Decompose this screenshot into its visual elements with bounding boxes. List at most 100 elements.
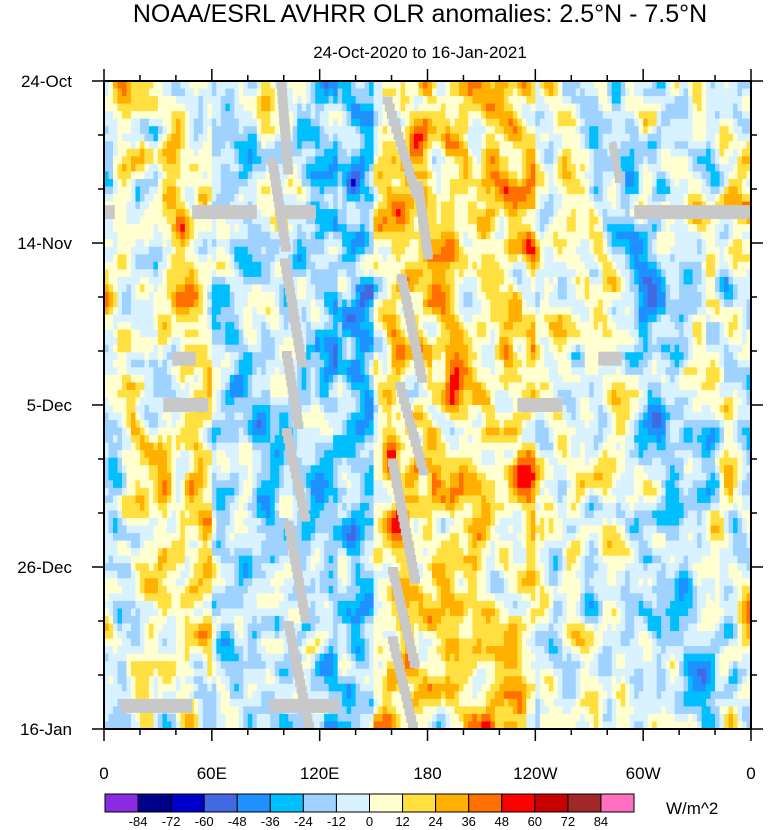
heatmap-cell — [580, 209, 586, 218]
heatmap-cell — [396, 88, 402, 97]
heatmap-cell — [202, 133, 208, 142]
heatmap-cell — [252, 276, 258, 286]
heatmap-cell — [490, 163, 496, 173]
heatmap-cell — [108, 239, 114, 248]
heatmap-cell — [369, 269, 375, 278]
heatmap-cell — [548, 126, 554, 135]
heatmap-cell — [620, 209, 626, 218]
heatmap-cell — [202, 269, 208, 278]
heatmap-cell — [454, 337, 460, 346]
heatmap-cell — [449, 246, 456, 255]
heatmap-cell — [553, 329, 559, 338]
heatmap-cell — [440, 163, 447, 173]
heatmap-cell — [535, 299, 541, 308]
heatmap-cell — [135, 322, 141, 331]
heatmap-cell — [521, 322, 527, 331]
heatmap-cell — [746, 276, 752, 286]
heatmap-cell — [494, 322, 500, 331]
heatmap-cell — [337, 261, 343, 270]
heatmap-cell — [162, 307, 168, 316]
heatmap-cell — [544, 111, 550, 120]
heatmap-cell — [733, 148, 739, 157]
heatmap-cell — [598, 291, 604, 301]
heatmap-cell — [458, 269, 465, 278]
heatmap-cell — [607, 216, 613, 225]
heatmap-cell — [342, 269, 348, 278]
heatmap-cell — [463, 148, 469, 157]
heatmap-cell — [463, 81, 469, 90]
heatmap-cell — [535, 111, 541, 120]
heatmap-cell — [445, 284, 451, 293]
heatmap-cell — [557, 194, 563, 203]
heatmap-cell — [634, 231, 640, 240]
heatmap-cell — [512, 254, 518, 263]
heatmap-cell — [589, 186, 595, 195]
heatmap-cell — [746, 163, 752, 173]
heatmap-cell — [647, 307, 653, 316]
heatmap-cell — [589, 224, 595, 233]
heatmap-cell — [166, 194, 172, 203]
heatmap-cell — [175, 81, 181, 90]
heatmap-cell — [162, 209, 168, 218]
heatmap-cell — [139, 81, 146, 90]
heatmap-cell — [364, 118, 370, 127]
heatmap-cell — [252, 314, 258, 323]
heatmap-cell — [189, 171, 195, 180]
heatmap-cell — [454, 111, 460, 120]
heatmap-cell — [333, 81, 339, 90]
heatmap-cell — [643, 111, 649, 120]
heatmap-cell — [126, 178, 132, 188]
heatmap-cell — [270, 246, 276, 255]
heatmap-cell — [715, 299, 721, 308]
heatmap-cell — [364, 216, 370, 225]
heatmap-cell — [467, 81, 474, 90]
heatmap-cell — [710, 284, 716, 293]
heatmap-cell — [463, 133, 469, 142]
heatmap-cell — [166, 88, 172, 97]
heatmap-cell — [234, 194, 240, 203]
heatmap-cell — [481, 88, 487, 97]
heatmap-cell — [503, 246, 509, 255]
heatmap-cell — [463, 141, 469, 150]
heatmap-cell — [351, 81, 357, 90]
heatmap-cell — [144, 96, 150, 105]
heatmap-cell — [647, 88, 653, 97]
heatmap-cell — [252, 156, 258, 165]
heatmap-cell — [360, 118, 366, 127]
heatmap-cell — [454, 81, 460, 90]
heatmap-cell — [692, 307, 698, 316]
heatmap-cell — [566, 201, 572, 210]
heatmap-cell — [261, 156, 267, 165]
heatmap-cell — [593, 186, 599, 195]
heatmap-cell — [144, 186, 150, 195]
heatmap-cell — [503, 156, 509, 165]
heatmap-cell — [184, 329, 190, 338]
heatmap-cell — [503, 224, 509, 233]
heatmap-cell — [458, 186, 465, 195]
heatmap-cell — [108, 276, 114, 286]
heatmap-cell — [742, 163, 748, 173]
heatmap-cell — [148, 171, 155, 180]
heatmap-cell — [526, 261, 532, 270]
heatmap-cell — [593, 299, 599, 308]
heatmap-cell — [485, 254, 491, 263]
heatmap-cell — [598, 254, 604, 263]
heatmap-cell — [225, 171, 231, 180]
heatmap-cell — [656, 133, 662, 142]
heatmap-cell — [351, 133, 357, 142]
heatmap-cell — [562, 178, 568, 188]
heatmap-cell — [265, 88, 271, 97]
heatmap-cell — [490, 299, 496, 308]
heatmap-cell — [112, 246, 119, 255]
heatmap-cell — [472, 126, 478, 135]
heatmap-cell — [216, 118, 222, 127]
heatmap-cell — [629, 126, 635, 135]
heatmap-cell — [526, 216, 532, 225]
heatmap-cell — [503, 337, 509, 346]
heatmap-cell — [243, 163, 249, 173]
heatmap-cell — [706, 314, 712, 323]
heatmap-cell — [499, 156, 505, 165]
heatmap-cell — [643, 322, 649, 331]
heatmap-cell — [301, 118, 307, 127]
heatmap-cell — [166, 111, 172, 120]
